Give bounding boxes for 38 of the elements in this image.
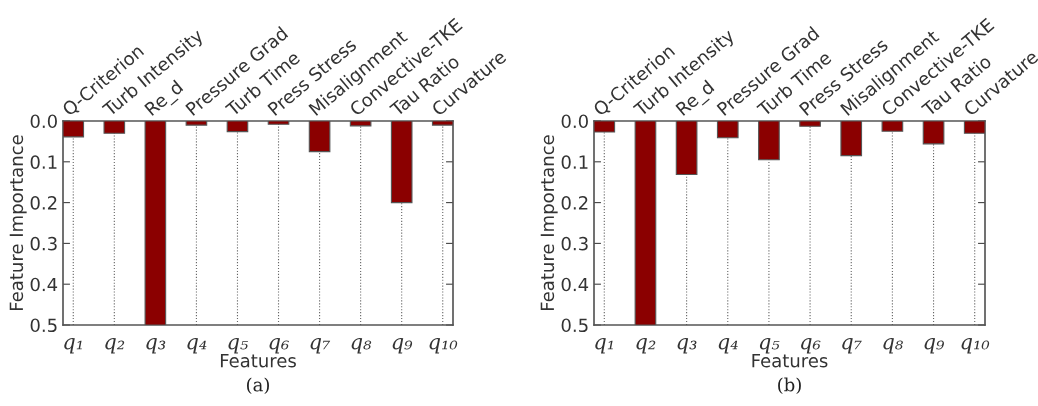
x-tick-label: q₈ — [883, 338, 903, 354]
x-axis-title: Features — [752, 354, 828, 368]
y-axis-title: Feature Importance — [9, 135, 27, 310]
y-tick-label: 0.3 — [561, 236, 588, 251]
y-tick-label: 0.1 — [30, 155, 57, 169]
x-tick-label: q₈ — [351, 338, 372, 354]
y-tick-label: 0.1 — [561, 155, 588, 169]
text: (a) — [247, 377, 269, 395]
y-tick-label: 0.5 — [30, 318, 57, 333]
y-tick-label: 0.0 — [561, 114, 588, 129]
x-tick-label: q₃ — [146, 338, 166, 354]
x-tick-label: q₆ — [801, 338, 821, 354]
y-tick-label: 0.2 — [561, 196, 588, 210]
x-tick-label: q₉ — [392, 338, 413, 354]
x-tick-label: q₄ — [718, 338, 738, 354]
x-tick-label: q₇ — [310, 338, 331, 354]
x-tick-label: q₆ — [269, 338, 289, 354]
x-tick-label: q₂ — [105, 338, 125, 354]
x-tick-label: q₁ — [64, 338, 82, 354]
x-tick-label: q₉ — [924, 338, 945, 354]
y-axis-title: Feature Importance — [540, 135, 558, 310]
x-tick-label: q₁ — [595, 338, 613, 354]
x-tick-label: q₄ — [187, 338, 207, 354]
y-tick-label: 0.2 — [30, 196, 57, 210]
text: (b) — [778, 377, 801, 395]
x-tick-label: q₅ — [228, 338, 249, 354]
x-axis-title: Features — [220, 354, 296, 368]
x-tick-label: q₅ — [759, 338, 780, 354]
y-tick-label: 0.4 — [30, 277, 58, 292]
x-tick-label: q₇ — [842, 338, 862, 354]
y-tick-label: 0.3 — [30, 236, 57, 251]
x-tick-label: q₁₀ — [961, 338, 990, 354]
y-tick-label: 0.4 — [561, 277, 589, 292]
x-tick-label: q₃ — [677, 338, 697, 354]
y-tick-label: 0.0 — [30, 114, 57, 129]
x-tick-label: q₂ — [636, 338, 656, 354]
y-tick-label: 0.5 — [561, 318, 588, 333]
x-tick-label: q₁₀ — [429, 338, 458, 354]
